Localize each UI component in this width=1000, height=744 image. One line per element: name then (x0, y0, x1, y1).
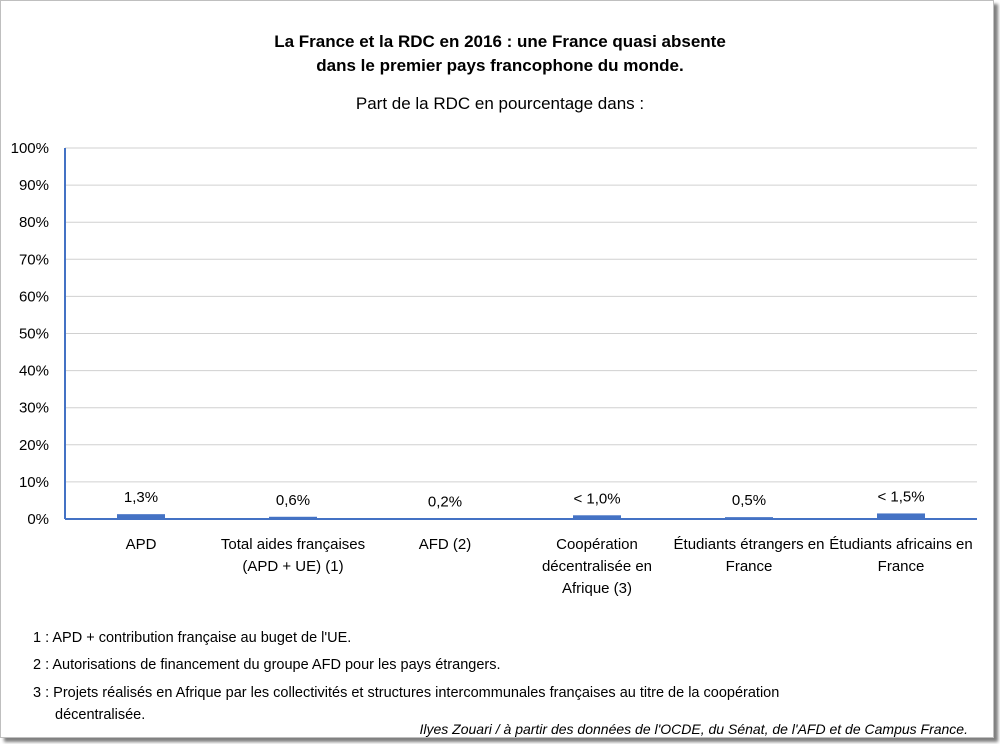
bar (117, 514, 165, 519)
y-tick-label: 40% (19, 363, 49, 380)
chart-title-line1: La France et la RDC en 2016 : une France… (274, 32, 726, 51)
y-tick-label: 100% (11, 140, 49, 157)
footnote-3-line1: 3 : Projets réalisés en Afrique par les … (33, 685, 780, 701)
data-label: 0,6% (276, 492, 310, 509)
y-tick-label: 50% (19, 326, 49, 343)
y-tick-label: 20% (19, 437, 49, 454)
bar (725, 517, 773, 519)
data-label: 0,2% (428, 493, 462, 510)
bar (269, 516, 317, 519)
chart-title-line2: dans le premier pays francophone du mond… (316, 56, 684, 75)
x-tick-label: Étudiants étrangers en France (673, 536, 825, 575)
y-tick-label: 90% (19, 177, 49, 194)
chart-subtitle: Part de la RDC en pourcentage dans : (355, 94, 645, 113)
bar (573, 515, 621, 519)
data-label: 1,3% (124, 489, 158, 506)
data-label: < 1,5% (877, 488, 924, 505)
data-label: 0,5% (732, 492, 766, 509)
x-tick-label: AFD (2) (418, 536, 472, 553)
footnote-3-line2: décentralisée. (55, 707, 146, 723)
bar (421, 518, 469, 519)
y-tick-label: 10% (19, 474, 49, 491)
footnote-1: 1 : APD + contribution française au buge… (33, 630, 352, 646)
footnote-3: 3 : Projets réalisés en Afrique par les … (33, 682, 779, 726)
x-tick-label: Coopération décentralisée en Afrique (3) (541, 536, 653, 597)
y-tick-label: 30% (19, 400, 49, 417)
data-label: < 1,0% (573, 490, 620, 507)
source-credit: Ilyes Zouari / à partir des données de l… (419, 721, 968, 737)
x-tick-label: Total aides françaises (APD + UE) (1) (220, 536, 366, 575)
y-tick-label: 60% (19, 288, 49, 305)
y-tick-label: 0% (27, 511, 49, 528)
footnote-2: 2 : Autorisations de financement du grou… (33, 657, 501, 673)
bar (877, 513, 925, 519)
y-tick-label: 80% (19, 214, 49, 231)
y-tick-label: 70% (19, 251, 49, 268)
x-tick-label: Étudiants africains en France (829, 536, 973, 575)
x-tick-label: APD (125, 536, 157, 553)
